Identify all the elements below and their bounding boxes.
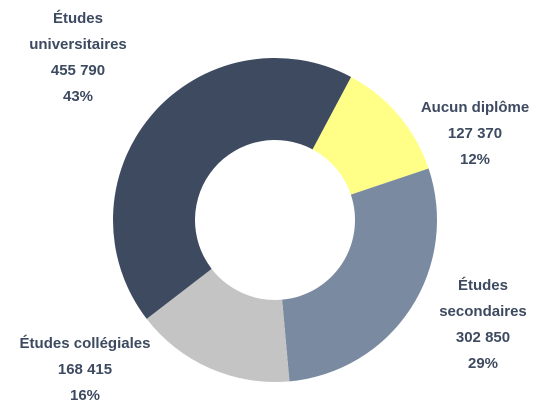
category-name: Études secondaires xyxy=(439,277,527,320)
segment-label: Études universitaires 455 790 43% xyxy=(8,6,148,110)
donut-segment xyxy=(112,57,352,319)
donut-segment xyxy=(312,76,429,195)
segment-label: Aucun diplôme 127 370 12% xyxy=(395,95,540,173)
value-label: 455 790 xyxy=(50,62,106,79)
segment-label: Études collégiales 168 415 16% xyxy=(0,331,170,404)
category-name: Aucun diplôme xyxy=(420,99,530,116)
value-label: 127 370 xyxy=(447,125,503,142)
donut-segment xyxy=(282,168,437,382)
category-name: Études collégiales xyxy=(19,335,151,352)
donut-segment xyxy=(146,268,290,382)
category-name: Études universitaires xyxy=(29,10,127,53)
percent-label: 16% xyxy=(69,387,101,404)
percent-label: 43% xyxy=(62,88,94,105)
percent-label: 12% xyxy=(459,151,491,168)
value-label: 302 850 xyxy=(455,329,511,346)
segment-label: Études secondaires 302 850 29% xyxy=(433,273,533,377)
percent-label: 29% xyxy=(467,355,499,372)
value-label: 168 415 xyxy=(57,361,113,378)
